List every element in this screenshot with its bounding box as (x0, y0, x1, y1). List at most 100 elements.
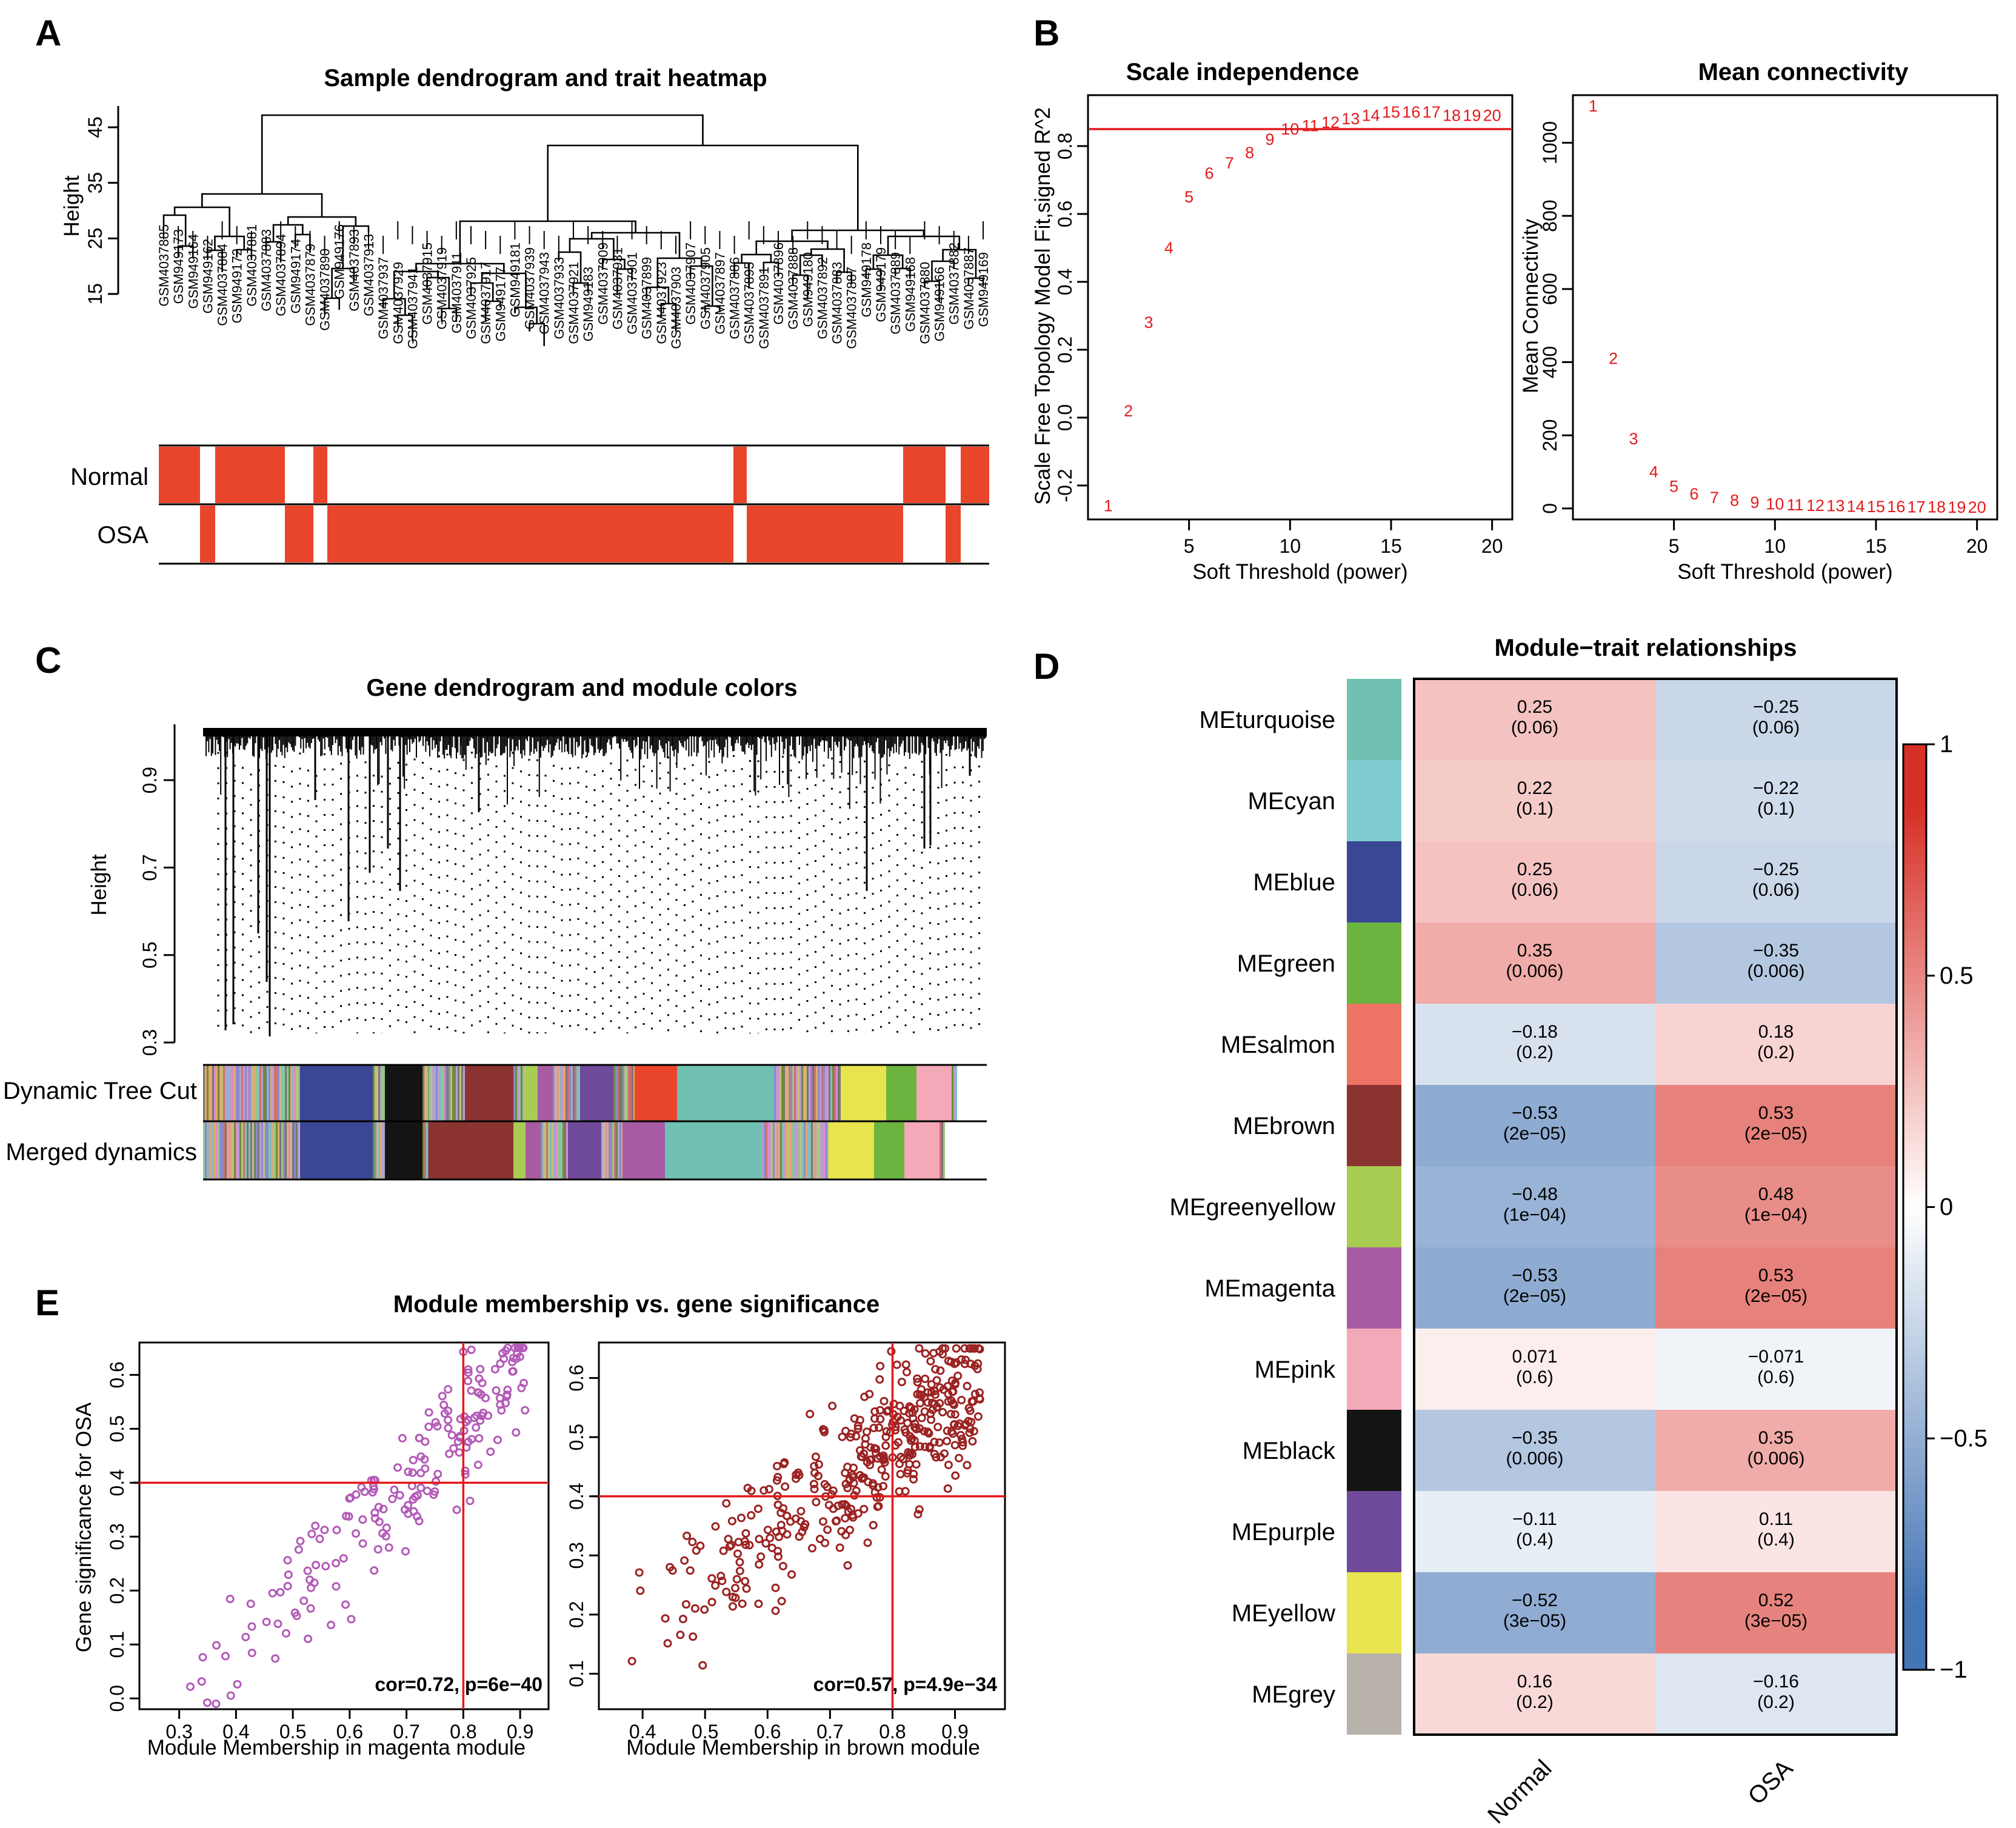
panel-b: B Scale independence Mean connectivity 1… (1031, 13, 1998, 584)
mean-connectivity-title: Mean connectivity (1698, 59, 1909, 85)
heatmap-cell (1655, 1329, 1897, 1410)
brown-gene-point (852, 1432, 861, 1441)
module-color-stripe (281, 1122, 283, 1179)
magenta-gene-point (440, 1409, 449, 1418)
module-color-stripe (952, 1065, 953, 1121)
heatmap-cell (1414, 1410, 1655, 1491)
module-color-stripe (247, 1122, 249, 1179)
brown-gene-point (947, 1396, 956, 1406)
colorbar-segment (1903, 1475, 1926, 1486)
panel-d-letter: D (1033, 646, 1060, 687)
colorbar-segment (1903, 1383, 1926, 1393)
colorbar-segment (1903, 1299, 1926, 1310)
module-color-stripe (225, 1122, 227, 1179)
module-color-stripe (274, 1065, 276, 1121)
magenta-gene-point (311, 1521, 320, 1530)
module-color-stripe (245, 1122, 247, 1179)
module-color-stripe (522, 1065, 524, 1121)
module-color-stripe (767, 1122, 769, 1179)
module-color-stripe (221, 1065, 223, 1121)
panel-c-y-tick-label: 0.3 (139, 1029, 161, 1056)
brown-gene-point (792, 1474, 801, 1483)
magenta-gene-point (461, 1470, 470, 1479)
module-color-stripe (221, 1122, 223, 1179)
module-color-stripe (298, 1065, 299, 1121)
sample-label: GSM4037881 (244, 224, 259, 307)
heatmap-cell-correlation: 0.53 (1758, 1103, 1794, 1123)
module-color-stripe (278, 1065, 279, 1121)
module-color-stripe (267, 1065, 269, 1121)
magenta-gene-point (398, 1433, 407, 1443)
brown-gene-point (930, 1450, 939, 1459)
module-color-stripe (801, 1065, 803, 1121)
magenta-gene-point (452, 1506, 461, 1515)
brown-gene-point (779, 1459, 789, 1469)
mean-connectivity-y-tick-label: 200 (1539, 419, 1561, 452)
scale-independence-point-label: 20 (1483, 107, 1501, 125)
module-color-stripe (276, 1122, 278, 1179)
scale-independence-y-tick-label: 0.6 (1054, 201, 1076, 227)
magenta-gene-point (447, 1430, 456, 1439)
brown-gene-point (950, 1410, 960, 1419)
colorbar-segment (1903, 1105, 1926, 1115)
brown-gene-point (903, 1418, 912, 1427)
heatmap-cell-pvalue: (0.1) (1757, 799, 1795, 819)
module-row-label: MEgreenyellow (1170, 1194, 1336, 1221)
module-color-stripe (203, 1065, 205, 1121)
magenta-gene-point (332, 1526, 341, 1535)
magenta-gene-point (370, 1508, 379, 1517)
module-color-stripe (263, 1065, 265, 1121)
colorbar-segment (1903, 975, 1926, 986)
magenta-gene-point (502, 1392, 512, 1401)
module-color-stripe (279, 1065, 281, 1121)
brown-gene-point (849, 1513, 858, 1522)
module-color-stripe (575, 1065, 576, 1121)
colorbar-segment (1903, 1549, 1926, 1559)
magenta-gene-point (247, 1649, 256, 1658)
module-color-stripe (238, 1065, 239, 1121)
brown-gene-point (636, 1586, 645, 1595)
brown-gene-point (855, 1415, 864, 1424)
heatmap-cell-pvalue: (2e−05) (1744, 1124, 1807, 1144)
magenta-gene-point (481, 1393, 490, 1403)
panel-d: D Module−trait relationships MEturquoise… (1033, 635, 1988, 1828)
sample-label: GSM4037882 (947, 242, 962, 325)
scale-independence-x-tick-label: 10 (1280, 535, 1301, 557)
module-color-stripe (216, 1065, 218, 1121)
brown-gene-point (735, 1558, 744, 1567)
heatmap-cell-pvalue: (2e−05) (1503, 1286, 1566, 1306)
heatmap-cell (1414, 679, 1655, 760)
brown-gene-point (927, 1388, 936, 1397)
magenta-gene-point (271, 1654, 280, 1663)
magenta-gene-point (432, 1477, 441, 1486)
module-color-stripe (576, 1065, 578, 1121)
module-color-stripe (239, 1122, 241, 1179)
magenta-gene-point (475, 1374, 484, 1383)
magenta-gene-point (382, 1523, 391, 1532)
magenta-gene-point (374, 1503, 383, 1512)
colorbar-segment (1903, 1642, 1926, 1652)
brown-gene-point (841, 1513, 850, 1523)
heatmap-cell-correlation: 0.071 (1512, 1347, 1557, 1367)
magenta-gene-point (296, 1536, 305, 1546)
brown-gene-point (773, 1552, 783, 1561)
brown-gene-point (943, 1382, 952, 1391)
heatmap-cell-correlation: 0.48 (1758, 1184, 1794, 1204)
heatmap-cell-pvalue: (0.006) (1506, 961, 1563, 981)
scale-independence-frame (1087, 94, 1514, 521)
magenta-gene-point (461, 1466, 470, 1475)
magenta-gene-point (518, 1343, 527, 1352)
magenta-gene-point (283, 1581, 292, 1590)
brown-gene-point (754, 1600, 763, 1609)
heatmap-cell-pvalue: (0.06) (1752, 718, 1800, 738)
module-color-stripe (219, 1122, 221, 1179)
module-color-stripe (544, 1122, 546, 1179)
module-color-stripe (798, 1122, 800, 1179)
heatmap-cell-correlation: −0.52 (1512, 1590, 1558, 1610)
brown-gene-point (753, 1504, 763, 1513)
module-color-stripe (778, 1065, 779, 1121)
brown-gene-point (755, 1535, 764, 1544)
brown-gene-point (921, 1443, 930, 1452)
magenta-gene-point (472, 1423, 481, 1432)
brown-gene-point (863, 1538, 872, 1547)
